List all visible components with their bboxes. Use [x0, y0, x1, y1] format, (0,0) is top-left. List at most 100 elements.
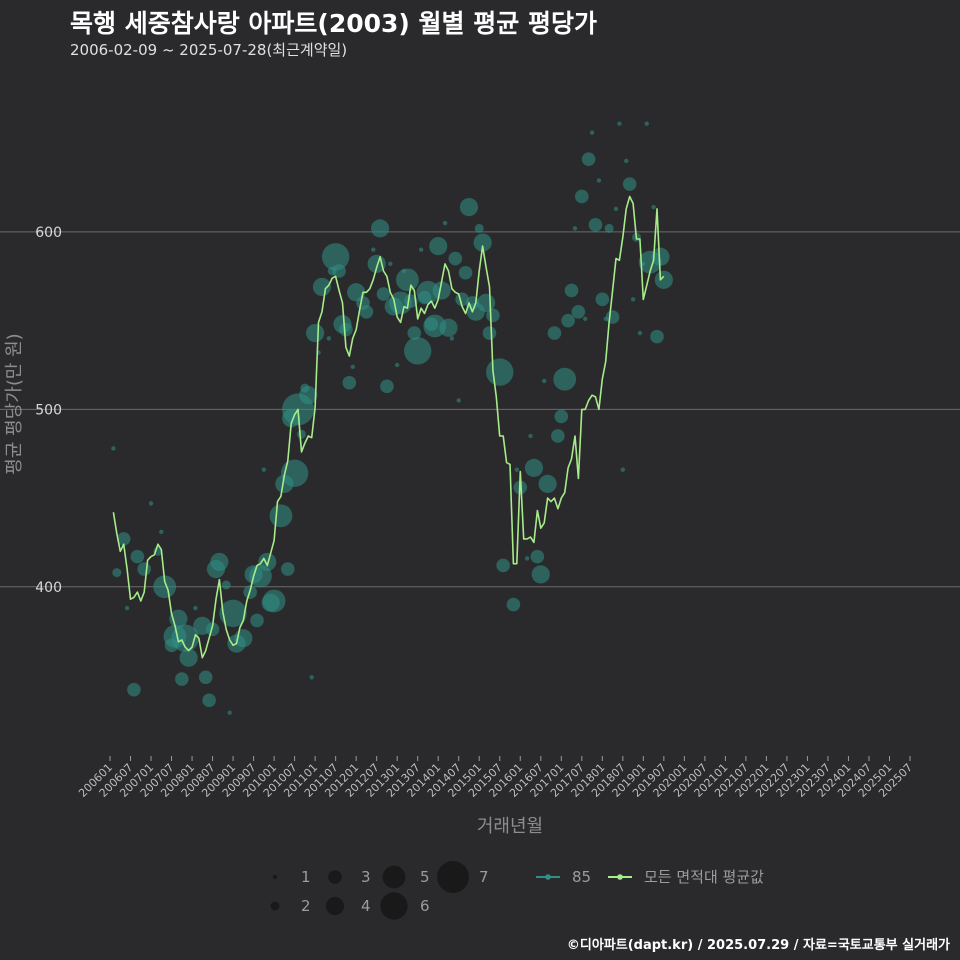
y-tick-label: 400: [35, 580, 62, 596]
legend: 1 3 5 7 2 4 6 85 모든 면적대 평균값: [270, 861, 764, 920]
scatter-point: [227, 710, 232, 715]
scatter-point: [407, 326, 422, 340]
size-legend-label: 1: [301, 868, 311, 886]
scatter-point: [530, 549, 545, 564]
size-legend-label: 5: [420, 868, 430, 886]
size-legend-label: 3: [361, 868, 371, 886]
chart-subtitle: 2006-02-09 ~ 2025-07-28(최근계약일): [70, 41, 348, 59]
size-legend-marker: [272, 874, 278, 880]
series-legend-label: 85: [572, 868, 591, 886]
scatter-point: [613, 206, 619, 212]
scatter-point: [617, 121, 622, 126]
series-legend-marker: [545, 874, 551, 880]
scatter-point: [528, 433, 533, 439]
scatter-point: [299, 386, 318, 405]
scatter-point: [219, 599, 247, 628]
scatter-point: [571, 304, 586, 319]
scatter-point: [179, 648, 198, 667]
scatter-point: [280, 459, 309, 487]
scatter-point: [261, 467, 267, 472]
size-legend-marker: [270, 901, 280, 911]
scatter-point: [650, 329, 664, 344]
scatter-point: [561, 313, 575, 328]
scatter-point: [112, 568, 122, 578]
scatter-point: [439, 318, 458, 337]
scatter-point: [581, 152, 596, 166]
scatter-point: [442, 220, 448, 226]
scatter-point: [538, 474, 557, 493]
scatter-point: [250, 613, 264, 628]
scatter-series: [111, 121, 673, 715]
x-axis: 2006012006072007012007072008012008072009…: [76, 756, 915, 800]
credit-text: ©디아파트(dapt.kr) / 2025.07.29 / 자료=국토교통부 실…: [566, 938, 950, 953]
size-legend-marker: [437, 861, 469, 893]
scatter-point: [296, 429, 306, 439]
size-legend-label: 7: [479, 868, 489, 886]
scatter-point: [429, 237, 448, 256]
scatter-point: [432, 281, 451, 300]
y-axis-label: 평균 평당가(만 원): [4, 333, 25, 474]
scatter-point: [458, 265, 473, 280]
scatter-point: [380, 379, 394, 394]
scatter-point: [604, 223, 614, 233]
scatter-point: [524, 556, 530, 561]
scatter-point: [474, 223, 484, 233]
scatter-point: [127, 682, 141, 697]
scatter-point: [116, 532, 131, 546]
scatter-point: [326, 336, 332, 341]
y-tick-label: 600: [35, 225, 62, 241]
scatter-point: [622, 177, 637, 191]
y-ticks: 400 500 600: [35, 225, 62, 596]
size-legend-marker: [328, 870, 342, 884]
scatter-point: [342, 375, 357, 390]
scatter-point: [589, 130, 595, 135]
scatter-point: [596, 178, 602, 183]
scatter-point: [258, 552, 277, 572]
scatter-point: [564, 283, 579, 298]
size-legend-label: 6: [420, 897, 430, 915]
scatter-point: [221, 580, 231, 590]
average-line: [112, 195, 665, 659]
scatter-point: [262, 589, 286, 613]
scatter-point: [210, 552, 229, 572]
scatter-point: [198, 670, 213, 685]
scatter-point: [312, 277, 332, 297]
scatter-point: [554, 409, 569, 424]
scatter-point: [651, 247, 670, 266]
scatter-point: [583, 316, 588, 322]
scatter-point: [482, 326, 497, 340]
scatter-point: [193, 605, 198, 611]
scatter-point: [456, 398, 461, 403]
size-legend-label: 2: [301, 897, 311, 915]
scatter-point: [630, 297, 636, 302]
scatter-point: [359, 304, 374, 319]
scatter-point: [637, 330, 643, 336]
scatter-point: [321, 243, 350, 271]
scatter-point: [376, 287, 391, 301]
scatter-point: [459, 197, 479, 217]
scatter-point: [588, 218, 603, 232]
scatter-point: [572, 226, 578, 231]
scatter-point: [148, 501, 154, 506]
scatter-point: [524, 458, 544, 478]
scatter-point: [486, 358, 514, 386]
scatter-point: [418, 247, 424, 252]
scatter-point: [595, 292, 610, 307]
scatter-point: [174, 672, 189, 686]
scatter-point: [137, 562, 151, 576]
scatter-point: [496, 558, 510, 573]
scatter-point: [541, 378, 547, 384]
size-legend-label: 4: [361, 897, 371, 915]
scatter-point: [111, 446, 116, 451]
scatter-point: [644, 121, 649, 126]
scatter-point: [448, 251, 463, 266]
scatter-point: [553, 367, 577, 391]
scatter-point: [651, 204, 656, 210]
scatter-point: [396, 268, 419, 292]
scatter-point: [506, 597, 521, 612]
series-legend-label: 모든 면적대 평균값: [644, 868, 764, 886]
average-line-series: [112, 195, 665, 659]
size-legend-marker: [382, 865, 406, 889]
series-legend-marker: [617, 874, 623, 880]
